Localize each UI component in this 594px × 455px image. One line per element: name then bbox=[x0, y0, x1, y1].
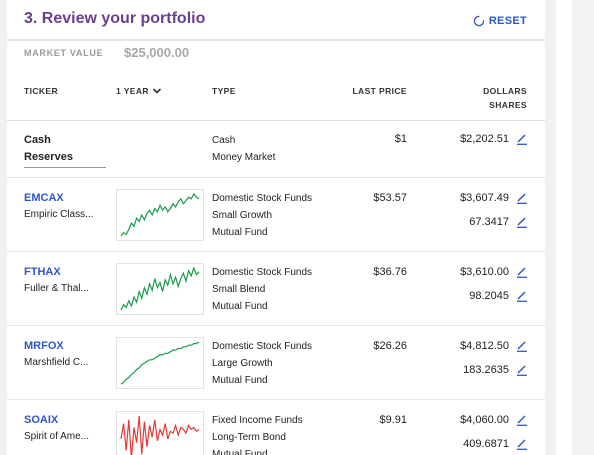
cash-type: Cash bbox=[212, 135, 236, 146]
fund-last-price: $9.91 bbox=[379, 414, 407, 426]
sparkline-trend-line bbox=[120, 266, 200, 311]
fund-name: Marshfield C... bbox=[24, 357, 89, 368]
row-divider bbox=[7, 325, 545, 326]
fund-shares: 98.2045 bbox=[469, 290, 509, 302]
fund-name: Fuller & Thal... bbox=[24, 283, 89, 294]
sparkline-trend-line bbox=[120, 415, 200, 455]
fund-ticker-link[interactable]: SOAIX bbox=[24, 414, 59, 426]
row-divider bbox=[7, 399, 545, 400]
sparkline-chart bbox=[116, 411, 204, 455]
edit-shares-pencil-icon[interactable] bbox=[516, 290, 528, 302]
edit-shares-pencil-icon[interactable] bbox=[516, 216, 528, 228]
edit-shares-pencil-icon[interactable] bbox=[516, 438, 528, 450]
fund-dollars: $3,607.49 bbox=[460, 192, 509, 204]
side-panel-edge bbox=[556, 0, 572, 455]
header-divider bbox=[7, 39, 545, 41]
sparkline-chart bbox=[116, 263, 204, 315]
sparkline-chart bbox=[116, 337, 204, 389]
fund-last-price: $36.76 bbox=[373, 266, 407, 278]
sparkline-svg bbox=[120, 341, 200, 385]
fund-ticker-link[interactable]: MRFOX bbox=[24, 340, 64, 352]
fund-style: Small Blend bbox=[212, 284, 266, 295]
reset-icon bbox=[473, 15, 485, 27]
sparkline-svg bbox=[120, 266, 200, 311]
market-value-label: MARKET VALUE bbox=[24, 48, 104, 58]
row-divider bbox=[7, 251, 545, 252]
fund-ticker-link[interactable]: EMCAX bbox=[24, 192, 64, 204]
column-header-dollars: DOLLARS bbox=[483, 86, 527, 96]
fund-name: Empiric Class... bbox=[24, 209, 94, 220]
cash-dollars: $2,202.51 bbox=[460, 133, 509, 145]
fund-style: Large Growth bbox=[212, 358, 273, 369]
chevron-down-icon bbox=[152, 88, 162, 94]
market-value: $25,000.00 bbox=[124, 45, 190, 60]
portfolio-panel: 3. Review your portfolio RESET MARKET VA… bbox=[7, 0, 545, 455]
table-row: SOAIX Spirit of Ame... Fixed Income Funds L… bbox=[7, 400, 545, 455]
fund-name: Spirit of Ame... bbox=[24, 431, 90, 442]
column-header-ticker: TICKER bbox=[24, 86, 59, 96]
table-row-cash: Cash Reserves Cash Money Market $1 $2,20… bbox=[7, 121, 545, 178]
sparkline-trend-line bbox=[120, 341, 200, 385]
edit-dollars-pencil-icon[interactable] bbox=[516, 192, 528, 204]
sparkline-svg bbox=[120, 192, 200, 237]
page-title: 3. Review your portfolio bbox=[24, 10, 206, 27]
column-header-shares: SHARES bbox=[489, 100, 527, 110]
fund-style: Small Growth bbox=[212, 210, 273, 221]
fund-shares: 67.3417 bbox=[469, 216, 509, 228]
edit-pencil-icon[interactable] bbox=[516, 133, 528, 145]
fund-category: Domestic Stock Funds bbox=[212, 267, 313, 278]
cash-name-line2: Reserves bbox=[24, 151, 73, 163]
edit-shares-pencil-icon[interactable] bbox=[516, 364, 528, 376]
edit-dollars-pencil-icon[interactable] bbox=[516, 266, 528, 278]
row-divider bbox=[7, 177, 545, 178]
fund-category: Fixed Income Funds bbox=[212, 415, 303, 426]
table-row: MRFOX Marshfield C... Domestic Stock Funds… bbox=[7, 326, 545, 400]
sparkline-trend-line bbox=[120, 192, 200, 237]
fund-category: Domestic Stock Funds bbox=[212, 341, 313, 352]
table-row: FTHAX Fuller & Thal... Domestic Stock Fund… bbox=[7, 252, 545, 326]
fund-shares: 183.2635 bbox=[463, 364, 509, 376]
fund-last-price: $26.26 bbox=[373, 340, 407, 352]
table-row: EMCAX Empiric Class... Domestic Stock Fund… bbox=[7, 178, 545, 252]
column-header-type: TYPE bbox=[212, 86, 236, 96]
fund-last-price: $53.57 bbox=[373, 192, 407, 204]
fund-dollars: $4,812.50 bbox=[460, 340, 509, 352]
fund-category: Domestic Stock Funds bbox=[212, 193, 313, 204]
fund-ticker-link[interactable]: FTHAX bbox=[24, 266, 61, 278]
fund-vehicle: Mutual Fund bbox=[212, 227, 268, 238]
column-header-last-price: LAST PRICE bbox=[352, 86, 407, 96]
fund-vehicle: Mutual Fund bbox=[212, 449, 268, 455]
header-row-divider bbox=[7, 120, 545, 121]
fund-dollars: $3,610.00 bbox=[460, 266, 509, 278]
cash-subtype: Money Market bbox=[212, 152, 276, 163]
period-dropdown[interactable]: 1 YEAR bbox=[116, 86, 162, 96]
sparkline-chart bbox=[116, 189, 204, 241]
fund-shares: 409.6871 bbox=[463, 438, 509, 450]
reset-label: RESET bbox=[488, 15, 527, 27]
cash-name-line1: Cash bbox=[24, 134, 51, 146]
fund-style: Long-Term Bond bbox=[212, 432, 286, 443]
edit-dollars-pencil-icon[interactable] bbox=[516, 340, 528, 352]
cash-price: $1 bbox=[394, 133, 407, 145]
reset-button[interactable]: RESET bbox=[473, 15, 527, 27]
fund-dollars: $4,060.00 bbox=[460, 414, 509, 426]
sparkline-svg bbox=[120, 415, 200, 455]
fund-vehicle: Mutual Fund bbox=[212, 375, 268, 386]
fund-vehicle: Mutual Fund bbox=[212, 301, 268, 312]
cash-name-underline bbox=[24, 167, 106, 168]
edit-dollars-pencil-icon[interactable] bbox=[516, 414, 528, 426]
period-label: 1 YEAR bbox=[116, 86, 149, 96]
